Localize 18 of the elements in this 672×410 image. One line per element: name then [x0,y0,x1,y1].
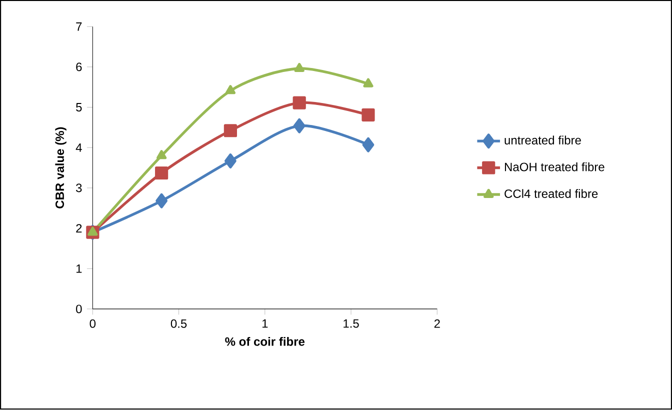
y-tick-label: 0 [76,304,82,314]
y-axis-title: CBR value (%) [55,127,66,209]
x-axis-title: % of coir fibre [225,337,305,346]
legend-label: CCl4 treated fibre [504,189,598,198]
y-tick-label: 5 [76,103,82,112]
legend-label: NaOH treated fibre [504,162,604,172]
y-tick-label: 3 [76,184,82,192]
y-tick-label: 7 [76,22,82,31]
x-tick-label: 1.5 [344,320,359,328]
y-tick-label: 2 [76,224,82,233]
x-tick-label: 0 [90,320,96,328]
y-tick-label: 1 [76,264,82,273]
x-tick-label: 0.5 [170,320,187,328]
legend-label: untreated fibre [504,136,581,145]
y-tick-label: 4 [76,144,82,152]
x-tick-label: 1 [262,320,268,328]
y-tick-label: 6 [76,62,82,72]
x-tick-label: 2 [434,320,440,328]
